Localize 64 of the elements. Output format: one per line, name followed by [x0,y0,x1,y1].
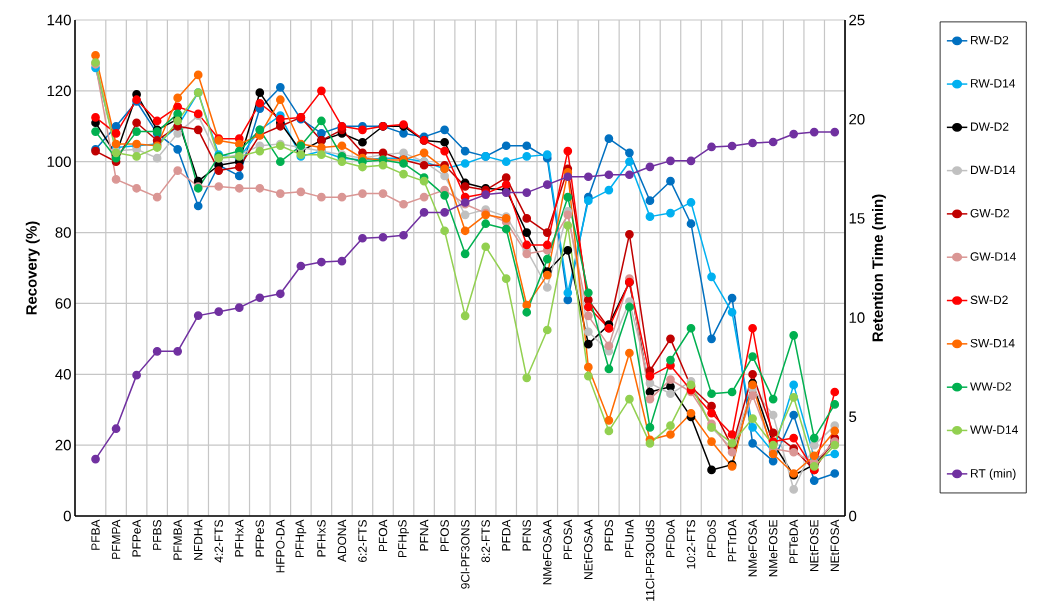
y-tick-label: 60 [55,298,71,309]
x-tick-label: NMeFOSAA [543,519,552,585]
x-tick-label: PFBS [152,520,162,550]
x-tick-label: PFOSA [563,519,573,560]
x-tick-label: PFPeS [255,520,265,557]
y-tick-label: 80 [55,227,71,238]
y-tick-label: 120 [47,85,71,97]
x-tick-label: HFPO-DA [276,519,285,573]
x-tick-label: NMeFOSA [748,519,757,577]
x-tick-label: NEtFOSE [809,520,819,572]
x-tick-label: PFDS [604,520,614,551]
x-tick-label: NFDHA [194,519,203,560]
x-tick-label: NMeFOSE [768,520,778,577]
x-tick-label: 11Cl-PF3OUdS [645,520,655,601]
y2-axis-title: Retention Time (min) [871,194,886,342]
y2-tick-label: 15 [849,213,865,224]
x-tick-label: NEtFOSAA [584,519,593,579]
x-tick-label: 10:2-FTS [686,520,696,569]
x-tick-label: PFDoS [707,520,716,558]
legend-label: GW-D14 [970,252,1016,261]
legend-label: SW-D14 [970,338,1015,348]
x-tick-label: 8:2-FTS [481,520,490,563]
x-tick-label: 6:2-FTS [358,520,367,563]
y-tick-label: 100 [47,156,71,167]
legend-label: RT (min) [971,468,1016,480]
x-tick-label: PFMBA [173,519,182,560]
x-tick-label: NEtFOSA [830,519,839,572]
x-tick-label: PFHpS [398,520,409,558]
y2-tick-label: 5 [849,411,857,423]
x-tick-label: PFOS [440,520,449,552]
y-tick-label: 20 [55,439,71,451]
legend-label: DW-D2 [971,122,1009,131]
x-tick-label: PFOA [378,519,388,552]
y-tick-label: 0 [63,510,71,522]
x-tick-label: PFMPA [111,519,121,559]
x-tick-label: 4:2-FTS [214,520,223,563]
legend-label: DW-D14 [971,165,1016,174]
y2-tick-label: 20 [849,113,865,125]
legend-label: RW-D14 [971,79,1016,88]
x-tick-label: PFDA [502,519,511,551]
x-tick-label: PFDoA [666,519,675,558]
legend-label: SW-D2 [970,295,1008,305]
y2-tick-label: 25 [849,14,865,26]
legend-label: GW-D2 [970,208,1010,218]
y-tick-label: 40 [55,368,71,380]
x-tick-label: PFHxA [235,519,244,557]
y2-tick-label: 0 [849,510,857,522]
x-tick-label: PFBA [91,519,100,550]
x-tick-label: PFUnA [625,519,634,558]
x-tick-label: PFNA [419,519,429,551]
x-tick-label: PFTeDA [789,519,798,564]
x-tick-label: 9Cl-PF3ONS [460,520,470,589]
legend-label: WW-D14 [970,425,1018,434]
legend-label: RW-D2 [971,35,1009,45]
x-tick-label: PFHpA [295,519,307,558]
x-tick-label: PFHxS [317,520,326,557]
x-tick-label: PFPeA [132,519,141,557]
legend-label: WW-D2 [970,382,1012,391]
x-tick-label: PFNS [522,520,531,551]
x-tick-label: ADONA [337,519,347,563]
x-tick-label: PFTrDA [727,519,737,562]
y-tick-label: 140 [47,14,71,26]
y-axis-title: Recovery (%) [25,221,40,315]
y2-tick-label: 10 [849,312,865,323]
